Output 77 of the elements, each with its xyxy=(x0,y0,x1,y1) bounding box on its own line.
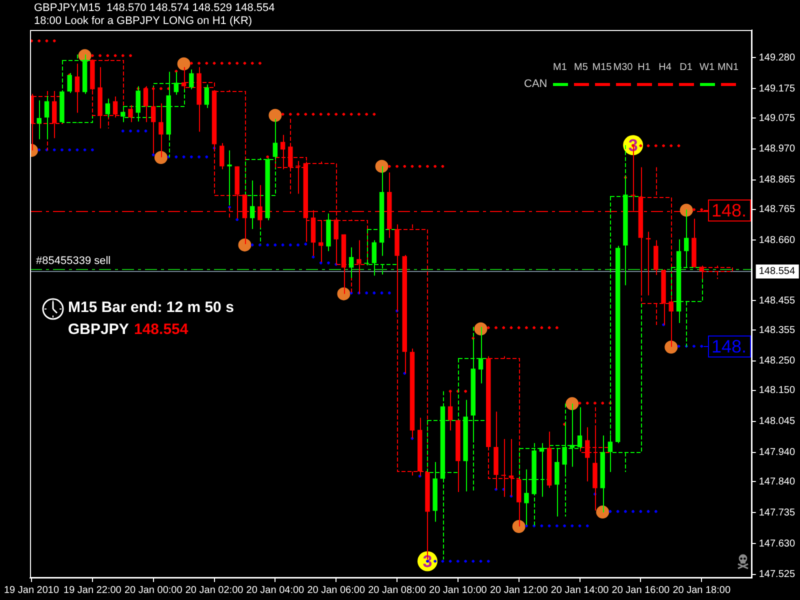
annotation: D1 xyxy=(680,62,692,74)
point xyxy=(596,506,610,519)
x-tick-label: 19 Jan 22:00 xyxy=(64,584,122,596)
annotation: M15 xyxy=(592,62,612,74)
point xyxy=(664,340,678,354)
y-tick-label: 148.660 xyxy=(758,235,796,246)
annotation: MN1 xyxy=(717,62,739,74)
candlestick xyxy=(189,68,194,90)
point xyxy=(177,57,190,70)
y-tick-label: 147.630 xyxy=(758,538,796,550)
annotation: M5 xyxy=(574,62,588,74)
annotation: CAN xyxy=(524,78,548,91)
y-tick-label: 148.250 xyxy=(758,356,796,367)
y-tick-label: 148.045 xyxy=(758,416,796,428)
candlestick xyxy=(646,231,651,296)
point xyxy=(154,151,168,164)
candlestick xyxy=(702,265,733,280)
annotation: W1 xyxy=(700,62,714,74)
candlestick xyxy=(158,102,164,158)
candlestick xyxy=(220,142,224,170)
x-tick-label: 20 Jan 14:00 xyxy=(550,584,610,596)
candlestick xyxy=(36,100,42,140)
x-tick-label: 20 Jan 06:00 xyxy=(307,584,366,596)
y-tick-label: 147.525 xyxy=(758,569,796,580)
y-tick-label: 148.455 xyxy=(758,295,796,306)
x-tick-label: 20 Jan 16:00 xyxy=(612,584,670,596)
point xyxy=(337,287,350,300)
candlestick xyxy=(250,180,255,230)
candlestick xyxy=(128,104,133,123)
annotation: GBPJPY xyxy=(68,321,129,339)
annotation: M30 xyxy=(613,62,633,74)
annotation: 148. xyxy=(712,200,747,220)
chart-subtitle: 18:00 Look for a GBPJPY LONG on H1 (KR) xyxy=(34,15,252,28)
chart-title: GBPJPY,M15 148.570 148.574 148.529 148.554 xyxy=(34,2,275,15)
candlestick xyxy=(448,390,453,431)
x-tick-label: 20 Jan 08:00 xyxy=(368,584,426,596)
candlestick xyxy=(280,134,286,170)
y-tick-label: 148.865 xyxy=(758,174,796,186)
ref-line-label: 148.554 xyxy=(758,266,796,278)
y-tick-label: 149.075 xyxy=(758,112,796,124)
y-tick-label: 148.970 xyxy=(758,144,796,155)
y-tick-label: 147.940 xyxy=(758,447,796,458)
annotation: H1 xyxy=(638,62,650,74)
point xyxy=(474,322,488,336)
point xyxy=(238,238,252,252)
annotation: 148.554 xyxy=(134,321,188,339)
candlestick xyxy=(585,426,590,482)
x-tick-label: 20 Jan 10:00 xyxy=(429,584,488,596)
y-tick-label: 149.280 xyxy=(758,52,796,64)
candlestick xyxy=(44,95,50,140)
y-tick-label: 148.150 xyxy=(758,385,796,396)
candlestick xyxy=(348,246,354,278)
y-tick-label: 148.765 xyxy=(758,204,796,216)
point xyxy=(680,204,693,217)
point xyxy=(375,160,388,173)
x-tick-label: 20 Jan 00:00 xyxy=(124,584,183,596)
x-tick-label: 20 Jan 02:00 xyxy=(185,584,244,596)
candlestick xyxy=(74,63,80,114)
annotation: M15 Bar end: 12 m 50 s xyxy=(68,299,234,317)
x-tick-label: 19 Jan 2010 xyxy=(4,584,60,596)
point xyxy=(512,520,526,533)
point xyxy=(566,397,579,410)
ref-line-label: #85455339 sell xyxy=(36,255,111,268)
x-tick-label: 20 Jan 12:00 xyxy=(490,584,548,596)
annotation: M1 xyxy=(553,62,567,74)
candlestick xyxy=(204,84,210,109)
y-tick-label: 147.735 xyxy=(758,507,796,518)
y-tick-label: 149.175 xyxy=(758,83,796,94)
x-tick-label: 20 Jan 18:00 xyxy=(672,584,731,596)
y-tick-label: 148.355 xyxy=(758,324,796,336)
annotation: 148. xyxy=(712,336,747,356)
point xyxy=(268,108,282,122)
candlestick xyxy=(112,96,118,118)
annotation: H4 xyxy=(658,62,672,74)
x-tick-label: 20 Jan 04:00 xyxy=(246,584,305,596)
y-tick-label: 147.840 xyxy=(758,476,796,488)
candlestick xyxy=(105,98,110,118)
